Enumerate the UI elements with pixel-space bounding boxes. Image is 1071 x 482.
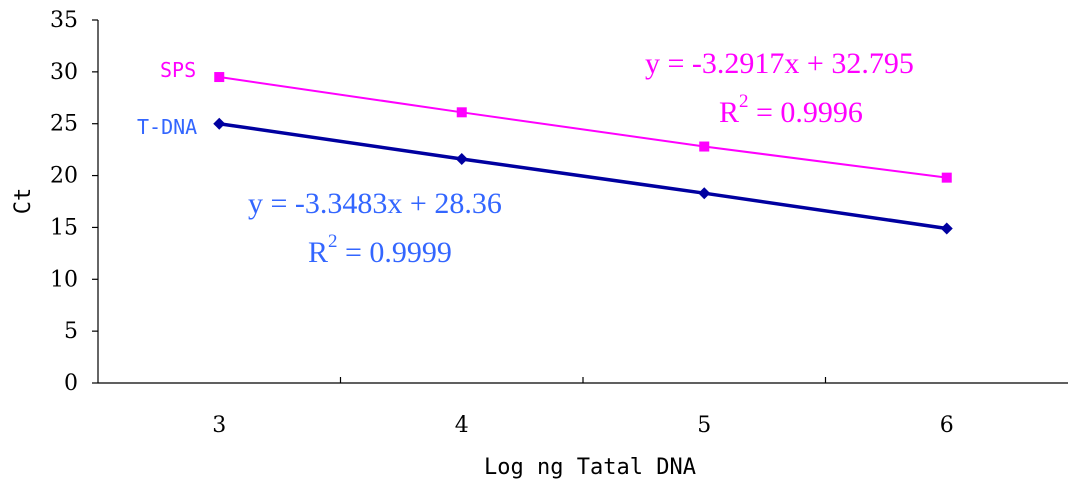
t-dna-data-point [455,152,468,165]
y-tick-label: 0 [64,371,78,396]
t-dna-data-point [940,222,953,235]
x-axis-title: Log ng Tatal DNA [484,455,696,480]
x-tick-label: 6 [940,413,954,438]
t-dna-r-squared-exp: 2 [328,231,338,252]
sps-equation: y = -3.2917x + 32.795 [645,47,914,80]
y-tick-label: 25 [50,112,78,137]
y-tick-label: 30 [50,60,78,85]
sps-data-point [941,172,952,183]
x-tick-label: 4 [455,413,469,438]
sps-r-squared-exp: 2 [739,91,749,112]
sps-data-point [456,107,467,118]
t-dna-data-point [213,117,226,130]
y-tick-label: 35 [50,8,78,33]
t-dna-r-squared: R2 = 0.9999 [308,231,452,269]
t-dna-data-point [698,187,711,200]
x-ticks: 3 4 5 6 [212,377,954,438]
y-ticks: 0 5 10 15 20 25 30 35 [50,8,98,396]
x-tick-label: 5 [697,413,711,438]
sps-r-squared: R2 = 0.9996 [719,91,863,129]
sps-data-point [214,72,225,83]
t-dna-equation: y = -3.3483x + 28.36 [248,187,502,220]
sps-r-squared-value: = 0.9996 [749,96,863,129]
series-label-sps: SPS [160,58,196,82]
sps-series-line [219,76,947,179]
t-dna-r-squared-r: R [308,236,328,269]
sps-r-squared-r: R [719,96,739,129]
y-tick-label: 15 [50,215,78,240]
y-axis-title: Ct [11,188,36,215]
t-dna-r-squared-value: = 0.9999 [338,236,452,269]
sps-data-point [699,141,710,152]
series-label-t-dna: T-DNA [137,115,197,139]
y-tick-label: 20 [50,164,78,189]
x-tick-label: 3 [212,413,226,438]
y-tick-label: 5 [64,319,78,344]
series-layer [213,72,953,235]
plot-area: 0 5 10 15 20 25 30 35 3 4 5 6 [50,8,1068,438]
y-tick-label: 10 [50,267,78,292]
t-dna-series-line [218,121,948,231]
